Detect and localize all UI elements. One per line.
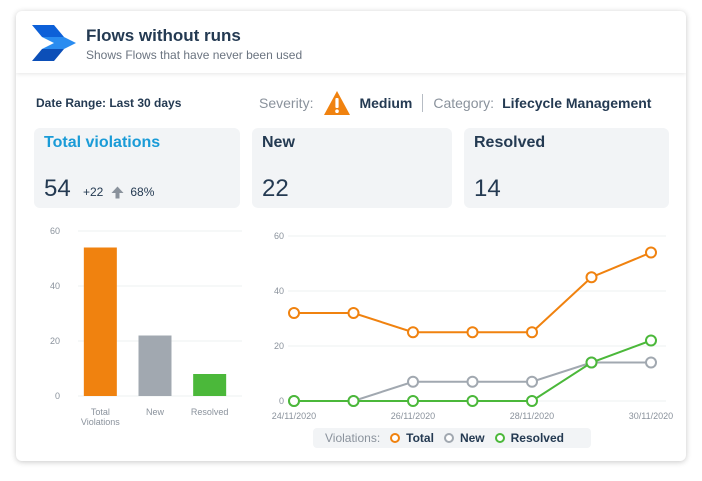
widget-header: Flows without runs Shows Flows that have… [16,11,686,73]
series-point-new [407,375,419,388]
series-point-new [466,375,479,388]
legend-label-total: Total [406,431,434,445]
series-point-total [585,271,598,284]
legend-dot-new [443,433,454,443]
series-point-total [466,326,479,339]
stat-resolved-value: 14 [474,175,501,202]
divider [422,94,424,112]
series-point-resolved [526,395,538,407]
stat-total-value: 54 [44,175,71,202]
series-point-total [407,326,419,339]
series-point-resolved [288,395,300,407]
stat-total-percent: 68% [130,185,155,199]
legend-label-new: New [459,431,485,445]
line-y-tick-label: 40 [274,286,284,296]
stat-new-label: New [262,134,295,151]
stat-resolved: Resolved 14 [464,128,669,208]
line-x-tick-label: 24/11/2020 [272,411,316,421]
series-point-total [526,326,538,339]
bar-y-tick-label: 0 [55,391,60,401]
stat-new: New 22 [252,128,452,208]
series-point-new [526,375,538,388]
legend-dot-resolved [494,433,505,443]
date-range: Date Range: Last 30 days [36,96,182,110]
bar-y-tick-label: 60 [50,226,60,236]
legend-title: Violations: [325,431,381,445]
series-point-total [347,307,360,319]
series-point-resolved [645,334,657,347]
bar-y-tick-label: 20 [50,336,60,346]
bar-x-tick-label: New [146,407,165,417]
severity-category-bar: Severity: Medium Category: Lifecycle Man… [259,91,651,115]
legend-item-resolved[interactable]: Resolved [494,431,564,445]
category-label: Category: [433,95,495,111]
series-point-resolved [466,395,479,407]
bar-x-tick-label: Violations [81,417,120,427]
series-point-total [645,246,657,259]
bar-x-tick-label: Total [91,407,110,417]
line-y-tick-label: 0 [279,396,284,406]
line-x-tick-label: 26/11/2020 [391,411,435,421]
line-y-tick-label: 20 [274,341,284,351]
line-chart-legend: Violations: Total New Resolved [313,428,591,448]
violations-line-chart: 0 20 40 60 24/11/2020 26/11/2020 28/11/2020 30/… [272,231,673,421]
line-x-tick-label: 28/11/2020 [510,411,554,421]
bar-y-tick-label: 40 [50,281,60,291]
series-line-total [294,251,652,334]
bar-1 [138,335,172,396]
series-point-new [645,356,657,369]
widget-card: Flows without runs Shows Flows that have… [16,11,686,461]
line-y-tick-label: 60 [274,231,284,241]
warning-triangle-icon [324,91,351,115]
widget-subtitle: Shows Flows that have never been used [86,48,303,62]
stat-total-label: Total violations [44,134,161,151]
stat-total-delta-value: +22 [83,185,104,199]
bar-x-tick-label: Resolved [191,407,229,417]
bar-2 [193,374,227,396]
category-value: Lifecycle Management [502,95,652,111]
line-x-tick-label: 30/11/2020 [629,411,673,421]
legend-item-new[interactable]: New [443,431,485,445]
severity-value: Medium [359,95,413,111]
severity-label: Severity: [259,95,314,111]
legend-label-resolved: Resolved [510,431,564,445]
stat-resolved-label: Resolved [474,134,546,151]
widget-title: Flows without runs [86,26,241,45]
stat-total-delta: +22 68% [83,185,154,199]
series-point-resolved [585,356,598,369]
legend-dot-total [390,433,401,443]
arrow-up-icon [111,186,124,198]
bar-0 [83,247,117,396]
power-automate-logo-icon [32,25,76,61]
series-point-resolved [407,395,419,407]
series-line-resolved [294,339,652,402]
stat-total-violations: Total violations 54 +22 68% [34,128,240,208]
series-point-resolved [347,395,360,407]
series-point-total [288,307,300,319]
stat-new-value: 22 [262,175,289,202]
legend-item-total[interactable]: Total [390,431,434,445]
